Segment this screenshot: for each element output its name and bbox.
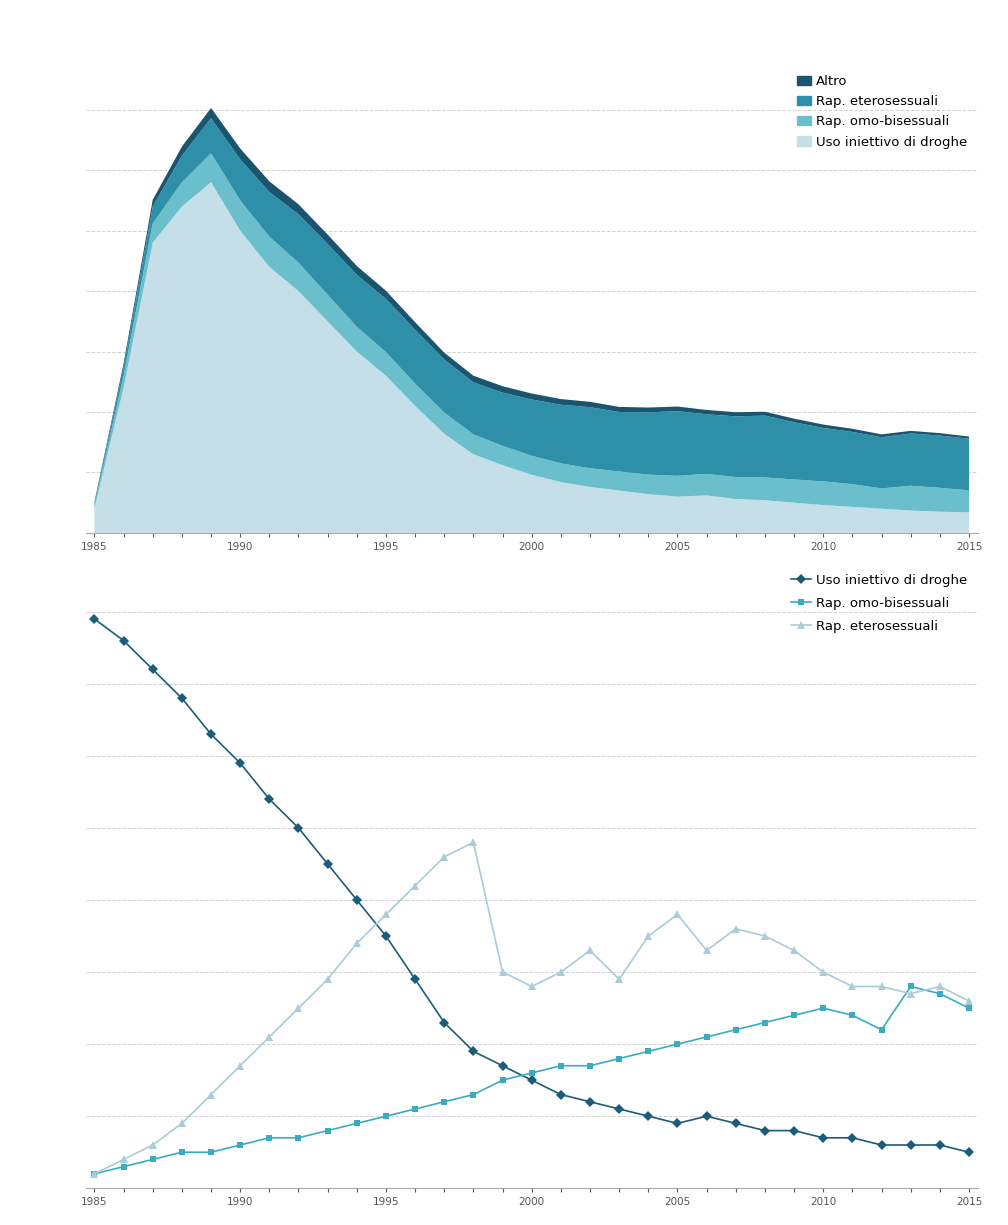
Rap. eterosessuali bbox=[554, 965, 566, 980]
Rap. omo-bisessuali bbox=[554, 1058, 566, 1073]
Uso iniettivo di droghe bbox=[526, 1073, 538, 1088]
Uso iniettivo di droghe bbox=[788, 1123, 800, 1138]
Rap. eterosessuali bbox=[584, 943, 596, 958]
Rap. omo-bisessuali bbox=[292, 1131, 304, 1145]
Uso iniettivo di droghe bbox=[175, 691, 187, 706]
Rap. omo-bisessuali bbox=[322, 1123, 334, 1138]
Rap. omo-bisessuali bbox=[584, 1058, 596, 1073]
Rap. omo-bisessuali bbox=[876, 1023, 888, 1038]
Uso iniettivo di droghe bbox=[147, 662, 159, 676]
Rap. omo-bisessuali bbox=[118, 1159, 130, 1174]
Rap. omo-bisessuali bbox=[963, 1001, 975, 1016]
Legend: Uso iniettivo di droghe, Rap. omo-bisessuali, Rap. eterosessuali: Uso iniettivo di droghe, Rap. omo-bisess… bbox=[787, 570, 971, 637]
Uso iniettivo di droghe bbox=[584, 1094, 596, 1109]
Rap. eterosessuali bbox=[788, 943, 800, 958]
Rap. omo-bisessuali bbox=[497, 1073, 509, 1088]
Legend: Altro, Rap. eterosessuali, Rap. omo-bisessuali, Uso iniettivo di droghe: Altro, Rap. eterosessuali, Rap. omo-bise… bbox=[793, 71, 971, 153]
Line: Rap. omo-bisessuali: Rap. omo-bisessuali bbox=[91, 982, 973, 1177]
Rap. eterosessuali bbox=[322, 971, 334, 986]
Uso iniettivo di droghe bbox=[671, 1116, 683, 1131]
Uso iniettivo di droghe bbox=[263, 791, 275, 806]
Rap. eterosessuali bbox=[963, 993, 975, 1008]
Uso iniettivo di droghe bbox=[438, 1016, 451, 1030]
Rap. omo-bisessuali bbox=[642, 1044, 654, 1058]
Line: Rap. eterosessuali: Rap. eterosessuali bbox=[91, 838, 973, 1178]
Rap. eterosessuali bbox=[613, 971, 625, 986]
Uso iniettivo di droghe bbox=[554, 1088, 566, 1102]
Rap. eterosessuali bbox=[468, 835, 480, 850]
Uso iniettivo di droghe bbox=[89, 611, 101, 626]
Rap. eterosessuali bbox=[933, 979, 946, 993]
Rap. omo-bisessuali bbox=[147, 1152, 159, 1166]
Rap. omo-bisessuali bbox=[175, 1145, 187, 1160]
Rap. eterosessuali bbox=[904, 986, 916, 1001]
Rap. eterosessuali bbox=[147, 1138, 159, 1153]
Rap. omo-bisessuali bbox=[205, 1145, 217, 1160]
Rap. omo-bisessuali bbox=[234, 1138, 246, 1153]
Rap. eterosessuali bbox=[89, 1166, 101, 1181]
Uso iniettivo di droghe bbox=[409, 971, 421, 986]
Rap. eterosessuali bbox=[409, 878, 421, 893]
Rap. eterosessuali bbox=[526, 979, 538, 993]
Uso iniettivo di droghe bbox=[876, 1138, 888, 1153]
Rap. eterosessuali bbox=[730, 921, 742, 936]
Rap. omo-bisessuali bbox=[933, 986, 946, 1001]
Rap. omo-bisessuali bbox=[817, 1001, 830, 1016]
Uso iniettivo di droghe bbox=[847, 1131, 859, 1145]
Uso iniettivo di droghe bbox=[642, 1109, 654, 1123]
Rap. eterosessuali bbox=[205, 1088, 217, 1102]
Rap. eterosessuali bbox=[876, 979, 888, 993]
Rap. eterosessuali bbox=[263, 1029, 275, 1044]
Uso iniettivo di droghe bbox=[322, 856, 334, 871]
Rap. eterosessuali bbox=[292, 1001, 304, 1016]
Rap. eterosessuali bbox=[351, 936, 363, 951]
Rap. omo-bisessuali bbox=[89, 1166, 101, 1181]
Rap. omo-bisessuali bbox=[468, 1088, 480, 1102]
Rap. eterosessuali bbox=[642, 929, 654, 943]
Rap. omo-bisessuali bbox=[847, 1008, 859, 1023]
Rap. eterosessuali bbox=[701, 943, 713, 958]
Uso iniettivo di droghe bbox=[380, 929, 392, 943]
Rap. eterosessuali bbox=[759, 929, 771, 943]
Rap. eterosessuali bbox=[817, 965, 830, 980]
Rap. eterosessuali bbox=[380, 906, 392, 921]
Line: Uso iniettivo di droghe: Uso iniettivo di droghe bbox=[91, 615, 973, 1155]
Uso iniettivo di droghe bbox=[759, 1123, 771, 1138]
Uso iniettivo di droghe bbox=[205, 726, 217, 741]
Rap. omo-bisessuali bbox=[788, 1008, 800, 1023]
Uso iniettivo di droghe bbox=[468, 1044, 480, 1058]
Uso iniettivo di droghe bbox=[118, 633, 130, 648]
Rap. omo-bisessuali bbox=[671, 1036, 683, 1051]
Uso iniettivo di droghe bbox=[963, 1145, 975, 1160]
Rap. eterosessuali bbox=[671, 906, 683, 921]
Uso iniettivo di droghe bbox=[933, 1138, 946, 1153]
Rap. eterosessuali bbox=[438, 849, 451, 864]
Uso iniettivo di droghe bbox=[613, 1101, 625, 1116]
Rap. eterosessuali bbox=[118, 1152, 130, 1166]
Rap. omo-bisessuali bbox=[526, 1066, 538, 1080]
Rap. omo-bisessuali bbox=[263, 1131, 275, 1145]
Rap. eterosessuali bbox=[847, 979, 859, 993]
Uso iniettivo di droghe bbox=[292, 821, 304, 835]
Rap. eterosessuali bbox=[175, 1116, 187, 1131]
Rap. omo-bisessuali bbox=[380, 1109, 392, 1123]
Rap. omo-bisessuali bbox=[904, 979, 916, 993]
Rap. omo-bisessuali bbox=[351, 1116, 363, 1131]
Rap. omo-bisessuali bbox=[409, 1101, 421, 1116]
Rap. omo-bisessuali bbox=[730, 1023, 742, 1038]
Uso iniettivo di droghe bbox=[817, 1131, 830, 1145]
Uso iniettivo di droghe bbox=[234, 756, 246, 771]
Uso iniettivo di droghe bbox=[351, 893, 363, 908]
Rap. omo-bisessuali bbox=[438, 1094, 451, 1109]
Rap. eterosessuali bbox=[497, 965, 509, 980]
Rap. omo-bisessuali bbox=[701, 1029, 713, 1044]
Uso iniettivo di droghe bbox=[730, 1116, 742, 1131]
Uso iniettivo di droghe bbox=[904, 1138, 916, 1153]
Uso iniettivo di droghe bbox=[701, 1109, 713, 1123]
Uso iniettivo di droghe bbox=[497, 1058, 509, 1073]
Rap. eterosessuali bbox=[234, 1058, 246, 1073]
Rap. omo-bisessuali bbox=[613, 1051, 625, 1066]
Rap. omo-bisessuali bbox=[759, 1016, 771, 1030]
